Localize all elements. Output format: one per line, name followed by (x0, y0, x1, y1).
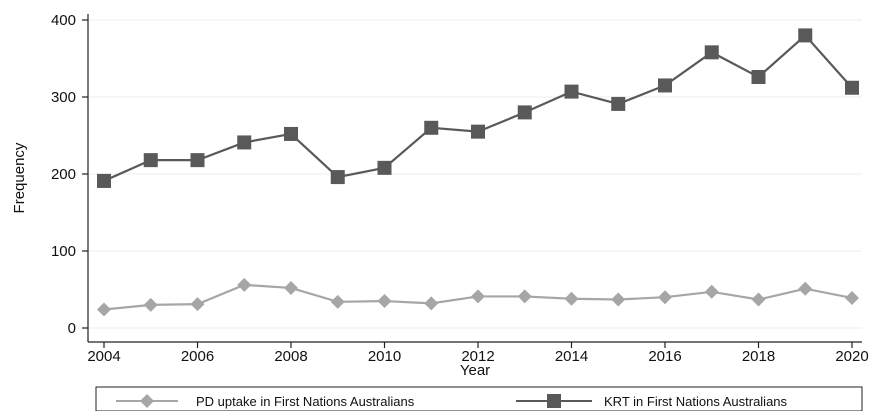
axes (87, 14, 862, 343)
data-point (845, 80, 859, 95)
data-point (377, 294, 392, 309)
x-tick-label: 2004 (87, 348, 120, 365)
data-point (564, 291, 579, 306)
y-ticks: 0 100 200 300 400 (51, 12, 88, 337)
x-ticks: 2004 2006 2008 2010 2012 2014 2016 2018 2020 (87, 342, 869, 365)
x-tick-label: 2006 (181, 348, 214, 365)
x-tick-label: 2020 (835, 348, 868, 365)
x-axis-title: Year (460, 362, 490, 379)
y-tick-label: 400 (51, 12, 76, 29)
data-point (471, 124, 485, 139)
data-point (704, 45, 719, 60)
data-point (284, 280, 298, 295)
data-point (237, 135, 252, 150)
data-point (751, 69, 766, 84)
legend-box (95, 386, 863, 411)
x-tick-label: 2012 (461, 348, 494, 365)
data-point (845, 290, 859, 305)
data-point (798, 281, 813, 296)
y-axis-title: Frequency (11, 142, 28, 213)
data-point (517, 105, 532, 120)
data-point (658, 78, 672, 93)
x-tick-label: 2018 (742, 348, 775, 365)
x-tick-label: 2014 (555, 348, 588, 365)
y-tick-label: 300 (51, 89, 76, 106)
legend-marker-krt (547, 394, 561, 408)
data-point (377, 160, 392, 175)
data-point (97, 302, 111, 317)
data-point (704, 284, 719, 299)
data-point (471, 289, 485, 304)
data-point (143, 153, 158, 168)
data-point (611, 96, 626, 111)
data-point (190, 153, 205, 168)
legend-marker-pd (140, 394, 154, 408)
series-line-1 (103, 33, 853, 182)
data-point (330, 170, 345, 185)
data-point (330, 294, 345, 309)
data-point (658, 290, 672, 305)
data-point (97, 173, 111, 188)
data-point (564, 84, 579, 99)
legend-label-pd: PD uptake in First Nations Australians (196, 394, 415, 409)
data-point (237, 277, 252, 292)
legend: PD uptake in First Nations Australians K… (95, 386, 863, 411)
series-layer (97, 28, 859, 317)
gridlines (89, 19, 862, 329)
y-tick-label: 0 (68, 320, 76, 337)
data-point (424, 120, 439, 135)
data-point (751, 292, 766, 307)
data-point (143, 297, 158, 312)
data-point (284, 126, 298, 141)
data-point (611, 292, 626, 307)
y-tick-label: 100 (51, 243, 76, 260)
data-point (517, 289, 532, 304)
data-point (190, 297, 205, 312)
x-tick-label: 2010 (368, 348, 401, 365)
y-tick-label: 200 (51, 166, 76, 183)
x-tick-label: 2008 (274, 348, 307, 365)
data-point (424, 296, 439, 311)
legend-label-krt: KRT in First Nations Australians (604, 394, 788, 409)
x-tick-label: 2016 (648, 348, 681, 365)
data-point (798, 28, 813, 43)
